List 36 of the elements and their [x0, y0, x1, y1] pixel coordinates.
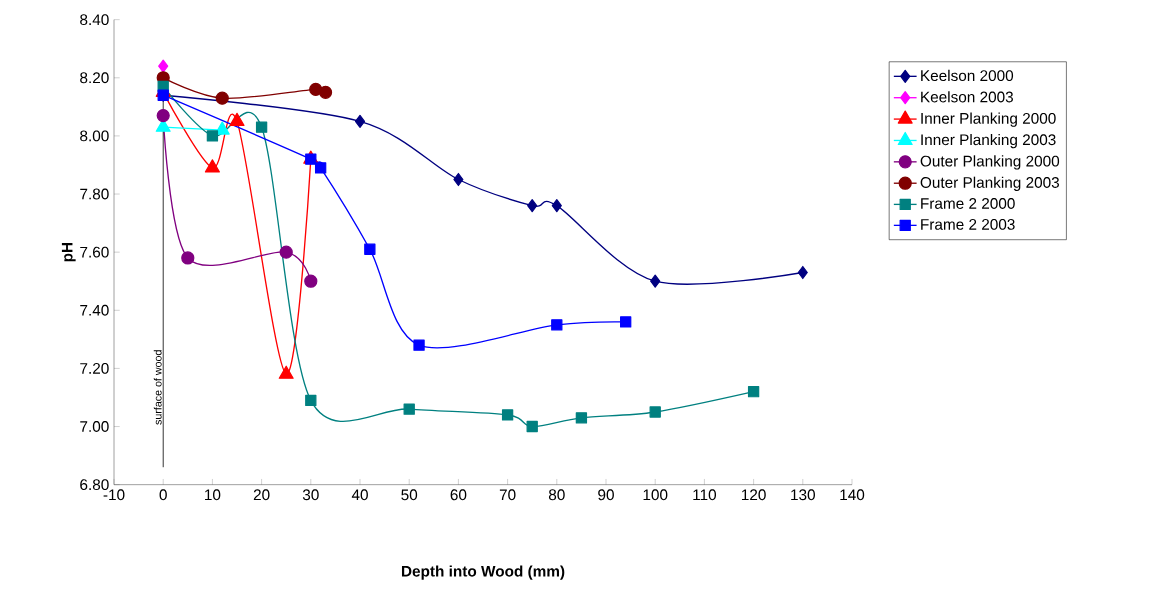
legend-label: Keelson 2003	[921, 91, 1013, 103]
x-tick-label: 20	[253, 489, 270, 501]
x-tick-label: 30	[302, 489, 319, 501]
legend-label: Frame 2 2000	[921, 198, 1015, 210]
y-tick-label: 8.20	[80, 72, 109, 84]
y-tick-label: 7.40	[80, 305, 109, 316]
x-tick-label: 140	[840, 489, 865, 501]
x-tick-label: 120	[741, 489, 766, 501]
y-tick-label: 7.80	[80, 188, 109, 200]
y-tick-label: 8.00	[80, 130, 109, 142]
x-tick-label: -10	[103, 489, 125, 501]
x-tick-label: 10	[205, 489, 221, 501]
legend-label: Outer Planking 2000	[920, 155, 1060, 170]
x-tick-label: 90	[598, 489, 614, 501]
x-tick-label: 70	[499, 489, 516, 501]
y-tick-label: 8.40	[80, 14, 109, 26]
y-tick-label: 7.20	[80, 363, 109, 374]
x-tick-label: 40	[351, 489, 368, 501]
legend-label: Frame 2 2003	[921, 219, 1015, 231]
x-tick-label: 50	[401, 489, 418, 501]
x-tick-label: 80	[548, 489, 565, 501]
y-tick-label: 6.80	[80, 479, 109, 491]
legend-label: Inner Planking 2000	[921, 112, 1056, 127]
ref-line-label: surface of wood	[153, 350, 162, 425]
y-axis-title: pH	[61, 243, 76, 262]
x-tick-label: 130	[791, 489, 815, 501]
y-tick-label: 7.60	[80, 246, 109, 258]
x-tick-label: 100	[643, 489, 668, 501]
y-tick-label: 7.00	[80, 421, 109, 433]
x-tick-label: 0	[159, 489, 167, 501]
legend-label: Keelson 2000	[921, 69, 1014, 82]
legend-label: Inner Planking 2003	[921, 134, 1056, 149]
x-axis-title: Depth into Wood (mm)	[401, 565, 565, 580]
legend-label: Outer Planking 2003	[920, 176, 1060, 192]
x-tick-label: 60	[450, 489, 467, 501]
x-tick-label: 110	[693, 489, 717, 501]
